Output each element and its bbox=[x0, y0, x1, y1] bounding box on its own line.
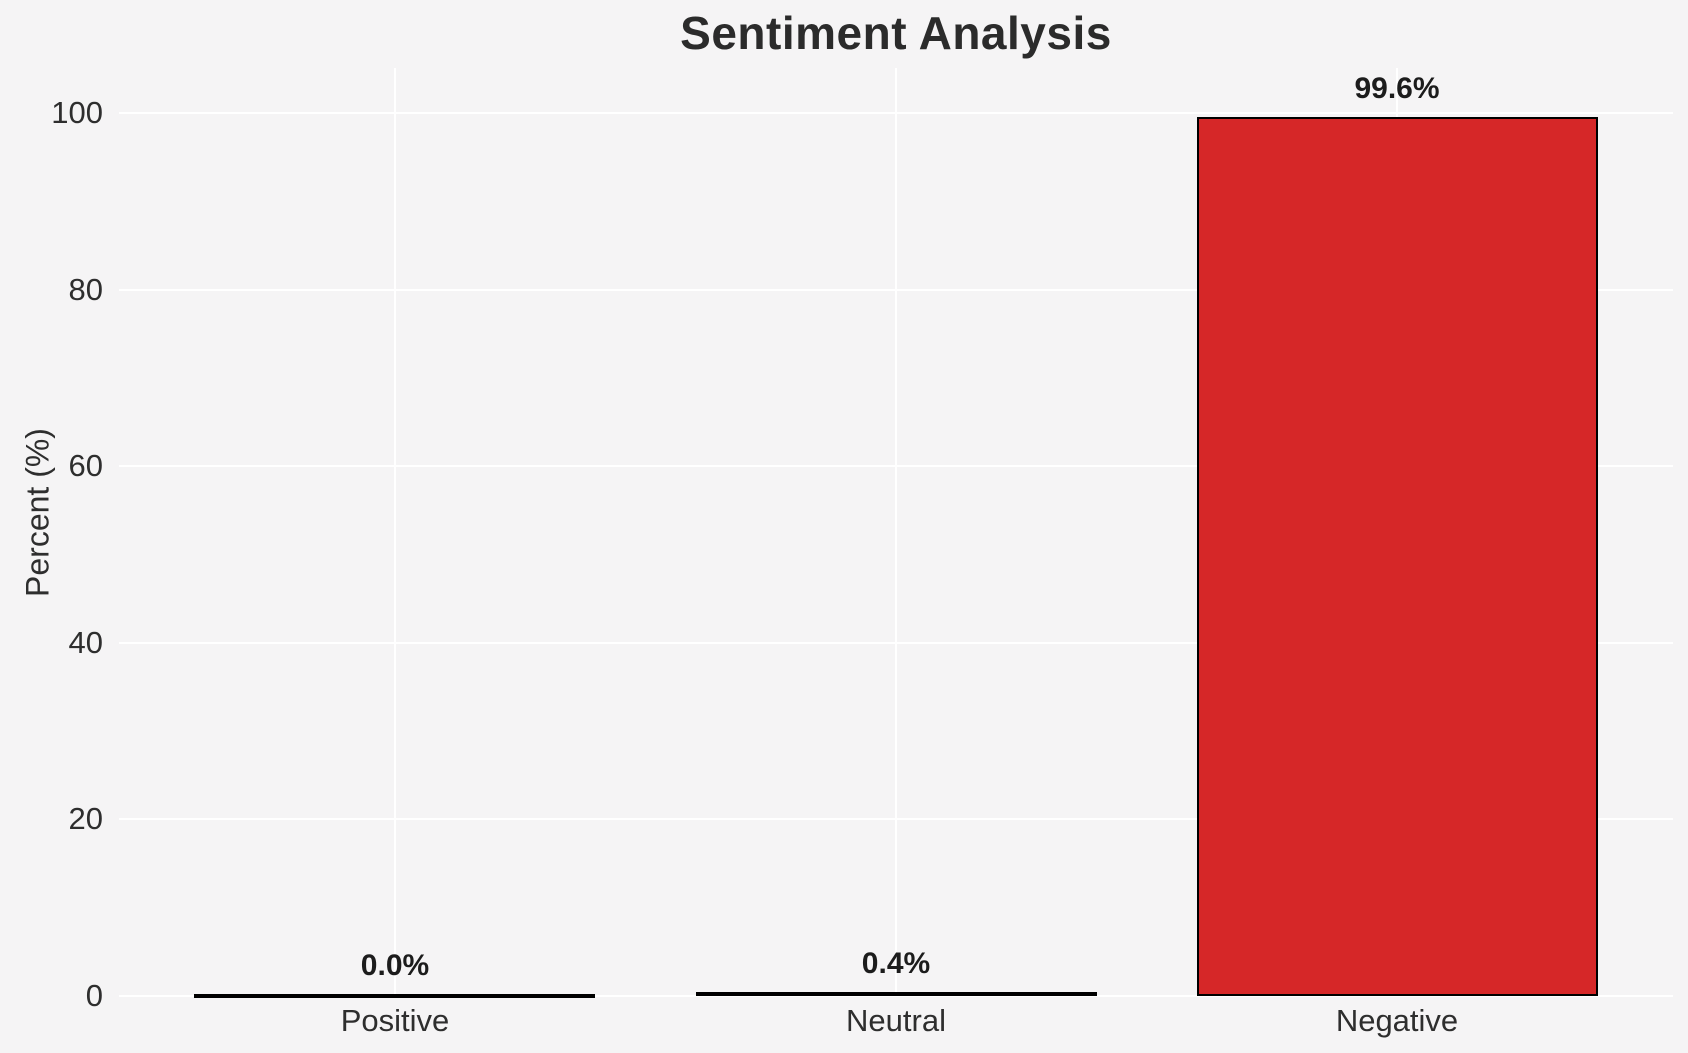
y-tick-label-80: 80 bbox=[68, 272, 103, 307]
bar-value-label-positive: 0.0% bbox=[360, 949, 430, 982]
bar-negative bbox=[1197, 117, 1598, 996]
chart-title: Sentiment Analysis bbox=[680, 7, 1112, 59]
bar-neutral bbox=[696, 992, 1097, 996]
bar-positive bbox=[194, 994, 595, 998]
y-tick-label-60: 60 bbox=[68, 448, 103, 483]
x-category-label-positive: Positive bbox=[340, 1003, 450, 1038]
y-tick-label-40: 40 bbox=[68, 625, 103, 660]
x-gridline-neutral bbox=[895, 68, 897, 997]
x-category-label-neutral: Neutral bbox=[846, 1003, 946, 1038]
x-category-label-negative: Negative bbox=[1335, 1003, 1459, 1038]
y-tick-label-20: 20 bbox=[68, 801, 103, 836]
x-gridline-positive bbox=[394, 68, 396, 997]
y-tick-label-0: 0 bbox=[85, 978, 103, 1013]
bar-value-label-negative: 99.6% bbox=[1354, 72, 1440, 105]
bar-value-label-neutral: 0.4% bbox=[861, 947, 931, 980]
y-axis-label: Percent (%) bbox=[19, 428, 56, 597]
y-tick-label-100: 100 bbox=[51, 95, 103, 130]
